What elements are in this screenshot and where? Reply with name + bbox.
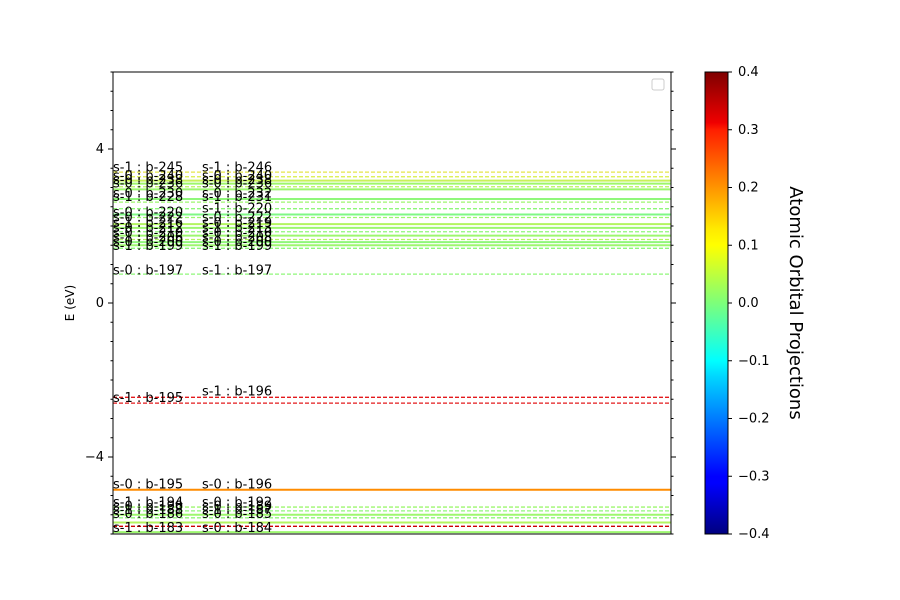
band-label: s-0 : b-189 <box>202 499 272 514</box>
plot-area <box>113 72 671 534</box>
band-label: s-0 : b-186 <box>113 507 183 522</box>
colorbar-tick-label: −0.1 <box>738 354 770 369</box>
band-label: s-1 : b-194 <box>113 495 183 510</box>
band-label: s-1 : b-197 <box>202 263 272 278</box>
band-label: s-0 : b-220 <box>113 206 183 221</box>
band-label: s-0 : b-230 <box>113 186 183 201</box>
band-label: s-1 : b-208 <box>202 231 272 246</box>
band-label: s-1 : b-199 <box>202 239 272 254</box>
band-label: s-1 : b-216 <box>113 216 183 231</box>
band-label: s-1 : b-199 <box>113 239 183 254</box>
band-label: s-1 : b-188 <box>113 503 183 518</box>
band-label: s-0 : b-236 <box>113 177 183 192</box>
band-label: s-0 : b-222 <box>202 211 272 226</box>
band-label: s-0 : b-197 <box>113 263 183 278</box>
band-label: s-1 : b-213 <box>202 221 272 236</box>
band-label: s-1 : b-195 <box>113 391 183 406</box>
band-label: s-0 : b-219 <box>202 216 272 231</box>
band-label: s-0 : b-200 <box>113 235 183 250</box>
colorbar-tick-label: −0.2 <box>738 412 770 427</box>
colorbar-label: Atomic Orbital Projections <box>785 186 806 419</box>
y-axis-label: E (eV) <box>63 285 77 321</box>
band-label: s-1 : b-196 <box>202 385 272 400</box>
colorbar-tick-label: 0.1 <box>738 238 759 253</box>
band-label: s-0 : b-196 <box>202 478 272 493</box>
band-label: s-0 : b-210 <box>113 226 183 241</box>
band-label: s-1 : b-187 <box>202 503 272 518</box>
band-label: s-0 : b-212 <box>113 221 183 236</box>
band-label: s-1 : b-206 <box>113 231 183 246</box>
y-tick-label: 0 <box>96 296 104 311</box>
colorbar-tick-label: 0.3 <box>738 123 759 138</box>
band-label: s-1 : b-245 <box>113 160 183 175</box>
colorbar-tick-label: 0.2 <box>738 181 759 196</box>
band-label: s-0 : b-240 <box>202 169 272 184</box>
colorbar-tick-label: 0.4 <box>738 65 759 80</box>
band-label: s-0 : b-238 <box>202 173 272 188</box>
band-label: s-0 : b-238 <box>113 173 183 188</box>
band-label: s-0 : b-232 <box>202 186 272 201</box>
band-label: s-0 : b-236 <box>202 177 272 192</box>
band-label: s-0 : b-192 <box>202 495 272 510</box>
colorbar-tick-label: −0.3 <box>738 469 770 484</box>
band-label: s-0 : b-240 <box>113 169 183 184</box>
colorbar-tick-label: 0.0 <box>738 296 759 311</box>
band-label: s-0 : b-184 <box>202 521 272 536</box>
colorbar <box>704 71 729 535</box>
band-label: s-1 : b-228 <box>113 190 183 205</box>
energy-levels <box>113 171 671 534</box>
band-label: s-0 : b-210 <box>202 226 272 241</box>
band-label: s-0 : b-222 <box>113 211 183 226</box>
colorbar-ticks: 0.4 0.3 0.2 0.1 0.0 −0.1 −0.2 −0.3 −0.4 <box>728 65 770 542</box>
band-label: s-1 : b-183 <box>113 521 183 536</box>
band-label: s-0 : b-190 <box>113 499 183 514</box>
band-label: s-0 : b-200 <box>202 235 272 250</box>
y-tick-label: −4 <box>85 450 104 465</box>
band-label: s-0 : b-195 <box>113 478 183 493</box>
legend-box <box>651 78 665 91</box>
y-tick-label: 4 <box>96 142 104 157</box>
band-label: s-1 : b-246 <box>202 160 272 175</box>
colorbar-tick-label: −0.4 <box>738 527 770 542</box>
band-label: s-1 : b-231 <box>202 190 272 205</box>
y-axis-ticks: −4 0 4 <box>85 71 676 535</box>
band-label: s-0 : b-185 <box>202 507 272 522</box>
band-label: s-1 : b-220 <box>202 202 272 217</box>
